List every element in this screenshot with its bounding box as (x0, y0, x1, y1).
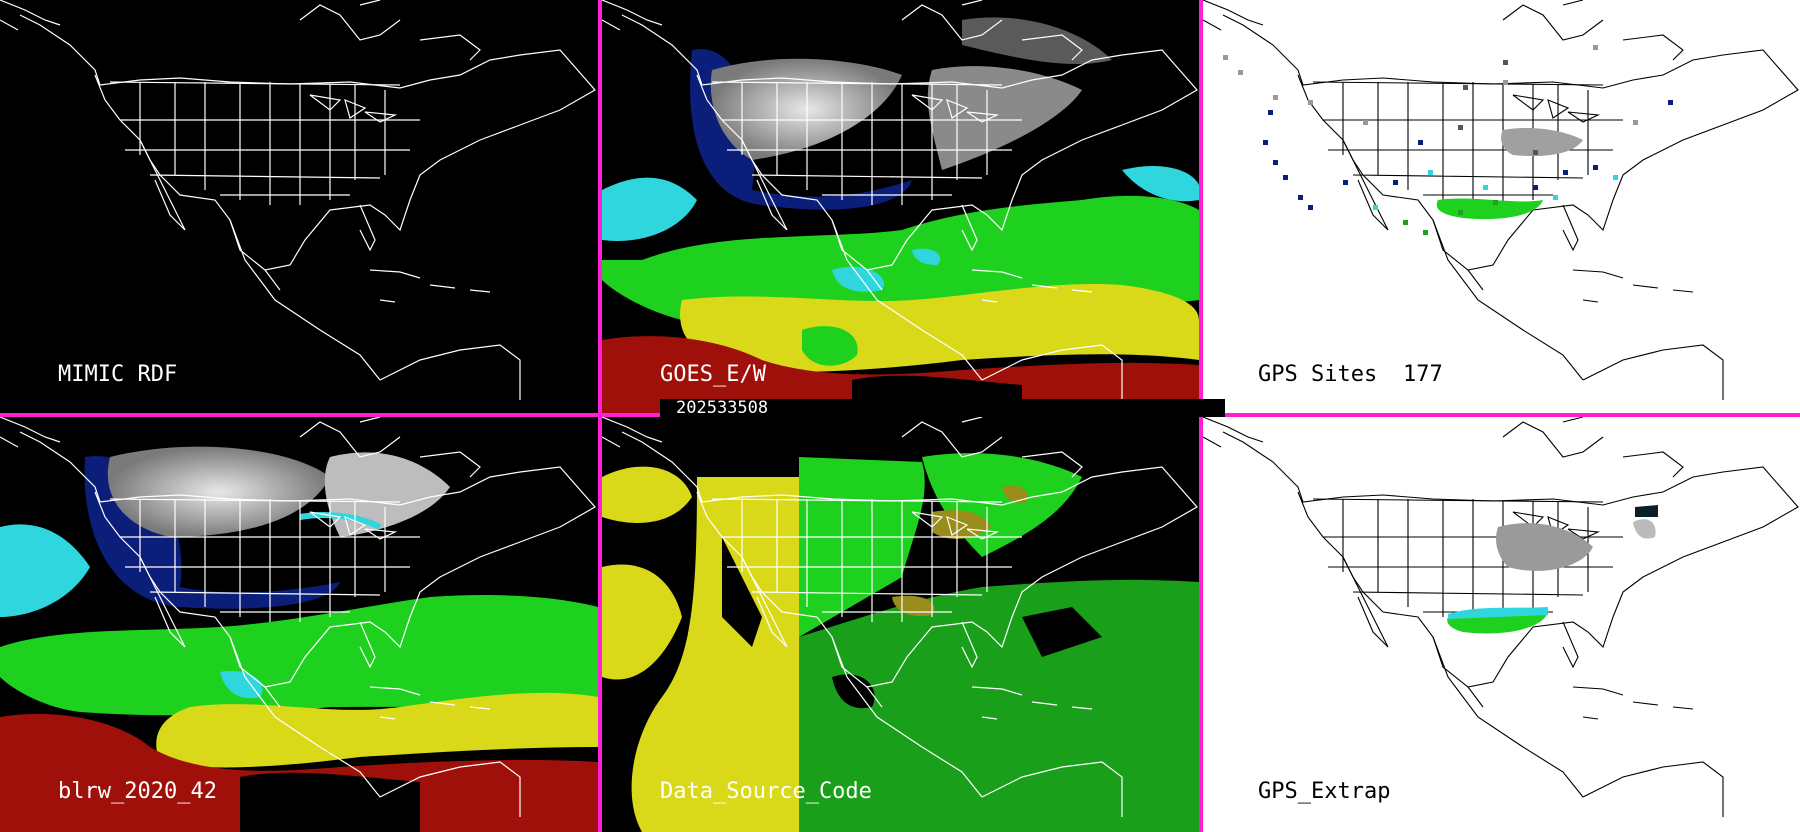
site-count: 177 (1403, 362, 1443, 387)
panel-data-source: Data_Source_Code (602, 417, 1199, 832)
extrapolated-field-icon (1203, 417, 1799, 818)
panel-goes: GOES_E/W (602, 0, 1199, 413)
timestamp-label: 202533508 (676, 398, 769, 418)
panel-label: GPS_Extrap (1258, 779, 1391, 804)
panel-gps-sites: GPS Sites 177 (1203, 0, 1800, 413)
panel-gps-extrap: GPS_Extrap (1203, 417, 1800, 832)
timestamp-bar: 202533508 (660, 398, 1225, 418)
panel-blrw: blrw_2020_42 (0, 417, 598, 832)
precipitable-water-field-icon (602, 0, 1199, 413)
panel-mimic-rdf: MIMIC RDF (0, 0, 598, 413)
panel-label: Data_Source_Code (660, 779, 872, 804)
panel-label: blrw_2020_42 (58, 779, 217, 804)
basemap-icon (0, 0, 596, 401)
panel-label: GPS Sites (1258, 362, 1378, 387)
data-source-field-icon (602, 417, 1199, 832)
panel-label: GOES_E/W (660, 362, 766, 387)
station-markers-icon (1203, 0, 1799, 401)
precipitable-water-field-icon (0, 417, 598, 832)
panel-label: MIMIC RDF (58, 362, 178, 387)
